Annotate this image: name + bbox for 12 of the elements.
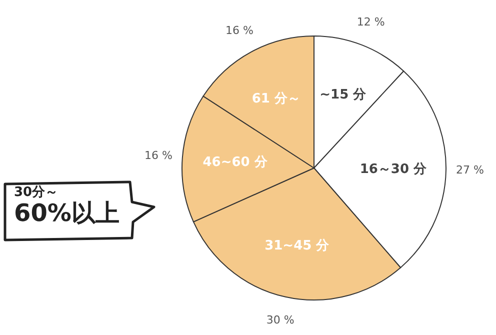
data-label: 16 % xyxy=(144,148,172,162)
slice-label: 16～30 分 xyxy=(360,162,428,178)
data-label: 12 % xyxy=(356,16,385,29)
slice-label: 61 分～ xyxy=(252,91,301,106)
data-label: 30 % xyxy=(266,313,294,326)
data-label: 16 % xyxy=(226,24,254,37)
text: 30分～ xyxy=(14,185,60,200)
slice-label: ~15 分 xyxy=(320,87,368,102)
text: 60%以上 xyxy=(14,199,120,228)
slice-label: 31~45 分 xyxy=(264,238,330,254)
data-label: 27 % xyxy=(456,163,484,176)
slice-label: 46~60 分 xyxy=(202,154,268,170)
